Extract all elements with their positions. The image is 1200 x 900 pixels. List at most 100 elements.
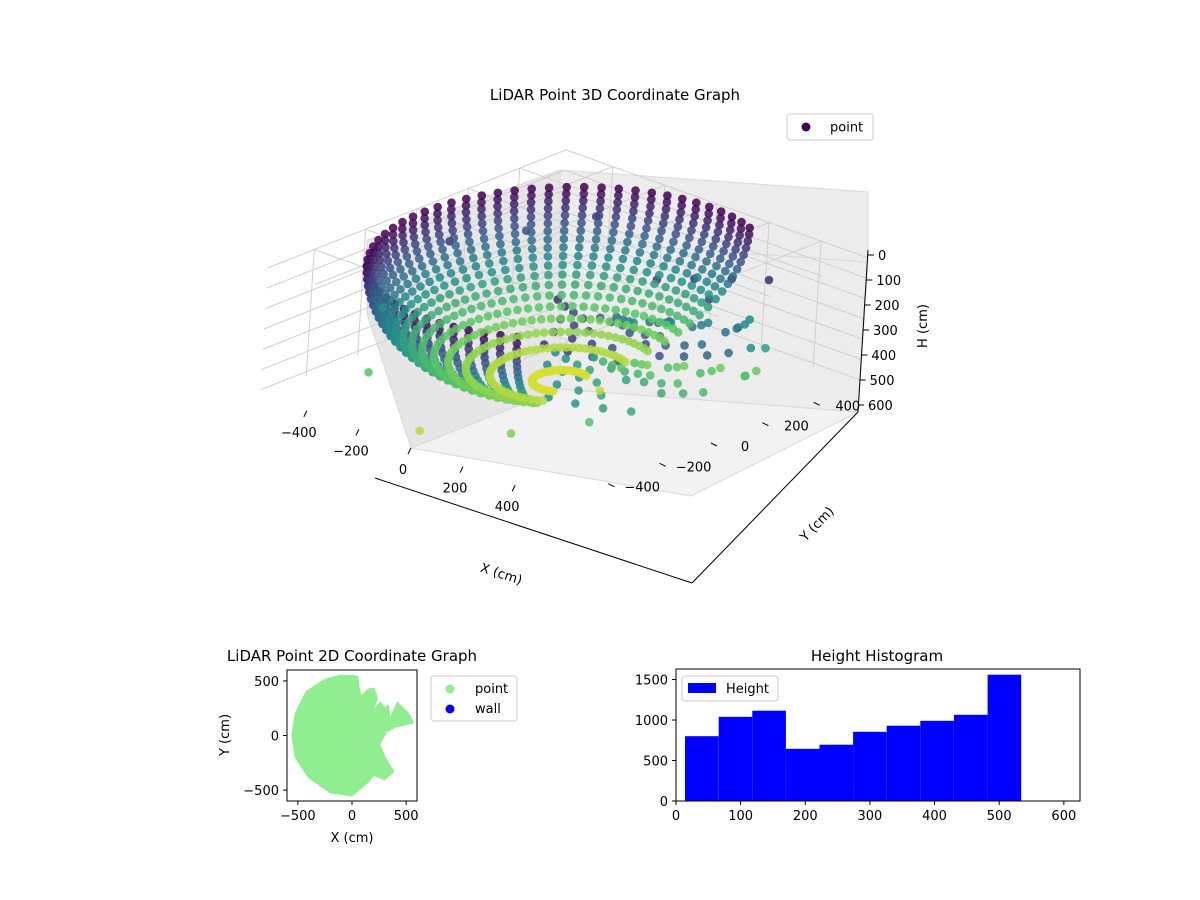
chart-3d-point — [449, 233, 459, 243]
chart-3d-gridline-z — [260, 271, 861, 391]
chart-3d-point — [493, 309, 502, 319]
chart-3d-point — [543, 252, 553, 261]
chart-3d-gridline-z — [263, 210, 865, 330]
chart-3d-point — [530, 271, 539, 281]
chart-3d-point — [501, 265, 510, 275]
chart-3d-point — [543, 219, 553, 228]
chart-3d-point — [618, 254, 628, 264]
chart-3d-point — [495, 343, 505, 353]
chart-3d-point — [385, 263, 395, 273]
chart-3d-point — [655, 270, 664, 280]
chart-3d-ztick-label: 0 — [878, 249, 886, 264]
chart-3d-point — [434, 230, 444, 239]
chart-3d-point — [745, 315, 754, 324]
histogram-bar — [718, 716, 753, 801]
chart-3d-point — [401, 292, 410, 302]
chart-2d-ytick-label: 0 — [271, 730, 279, 745]
chart-3d-title: LiDAR Point 3D Coordinate Graph — [490, 86, 740, 104]
chart-3d-point — [544, 183, 554, 192]
chart-3d-point — [646, 371, 655, 380]
chart-3d-point — [623, 237, 632, 247]
chart-3d-point — [650, 279, 659, 289]
chart-3d-point — [462, 273, 471, 283]
chart-3d-point — [400, 245, 410, 254]
histogram-plot-area — [675, 668, 1081, 802]
chart-3d-point — [743, 236, 753, 246]
chart-3d-point — [644, 289, 654, 298]
chart-3d-point — [687, 260, 696, 270]
chart-3d-point — [482, 289, 491, 298]
chart-3d-point — [462, 215, 471, 224]
chart-3d-point — [451, 241, 460, 250]
chart-3d-point — [584, 280, 593, 290]
chart-3d-ytick — [762, 422, 769, 427]
histogram-ytick-label: 1000 — [635, 714, 668, 729]
chart-3d-point — [474, 270, 484, 280]
chart-3d-point — [621, 307, 630, 317]
chart-3d-point — [561, 354, 571, 364]
chart-3d-point — [566, 314, 576, 323]
chart-3d-point — [696, 368, 705, 378]
chart-2d-ticks: −500 0 500 −500 0 500 — [243, 675, 418, 824]
chart-3d-ztick-label: 500 — [870, 374, 895, 389]
chart-3d-point — [741, 371, 750, 381]
chart-3d-point — [629, 265, 639, 275]
chart-3d-point — [487, 267, 497, 277]
chart-3d-point — [685, 233, 694, 243]
chart-3d-point — [521, 293, 530, 302]
chart-3d-ztick-label: 600 — [868, 399, 893, 414]
chart-3d-point — [398, 224, 407, 234]
chart-3d-point — [561, 189, 571, 199]
chart-3d-point — [455, 257, 465, 266]
chart-3d-point — [598, 404, 608, 413]
chart-3d-point — [560, 210, 570, 220]
histogram-xtick-label: 100 — [728, 809, 753, 824]
chart-3d-point — [495, 336, 504, 346]
chart-2d-ytick-label: 500 — [254, 675, 279, 690]
chart-3d-point — [660, 211, 670, 221]
chart-3d-point — [510, 229, 520, 239]
chart-3d-point — [647, 195, 656, 204]
chart-3d-point — [737, 217, 746, 227]
chart-2d-xlabel: X (cm) — [331, 831, 374, 846]
chart-3d-point — [461, 201, 471, 210]
chart-3d-point — [613, 198, 622, 207]
chart-3d-xtick — [355, 429, 360, 436]
chart-3d-point — [727, 219, 736, 228]
chart-3d-point — [666, 245, 675, 254]
chart-3d-point — [707, 269, 717, 279]
chart-3d-point — [585, 270, 595, 280]
histogram-xtick-label: 400 — [922, 809, 947, 824]
chart-3d-xtick — [303, 410, 308, 417]
chart-3d-point — [657, 379, 666, 388]
chart-3d-point — [392, 277, 401, 287]
chart-3d-point — [573, 327, 582, 337]
chart-3d-point — [511, 237, 521, 247]
chart-3d-point — [626, 221, 636, 231]
chart-3d-point — [534, 303, 544, 312]
chart-3d-point — [523, 304, 533, 313]
chart-3d-point — [402, 252, 412, 261]
chart-3d-point — [474, 314, 484, 324]
chart-3d-point — [589, 252, 598, 261]
chart-3d-point — [671, 286, 681, 295]
chart-3d-point — [509, 199, 519, 209]
chart-3d-point — [413, 307, 423, 317]
chart-3d-point — [707, 366, 716, 376]
chart-3d-gridline-z — [261, 251, 862, 371]
chart-3d-point — [671, 265, 680, 274]
chart-3d-legend-box — [786, 113, 874, 141]
chart-3d-point — [544, 280, 554, 290]
chart-3d-point — [708, 242, 718, 251]
chart-3d-point — [460, 295, 470, 304]
chart-2d-legend-marker-point — [445, 684, 455, 694]
chart-3d-point — [443, 260, 452, 270]
chart-3d-point — [466, 282, 476, 292]
chart-3d-point — [626, 407, 636, 416]
chart-3d-point — [725, 259, 734, 269]
chart-3d-point — [697, 237, 707, 247]
chart-3d-point — [722, 239, 731, 249]
histogram: Height Histogram 0 100 200 300 400 500 600 0 500… — [635, 647, 1081, 824]
chart-3d-point — [559, 226, 569, 235]
chart-3d-point — [385, 296, 395, 305]
